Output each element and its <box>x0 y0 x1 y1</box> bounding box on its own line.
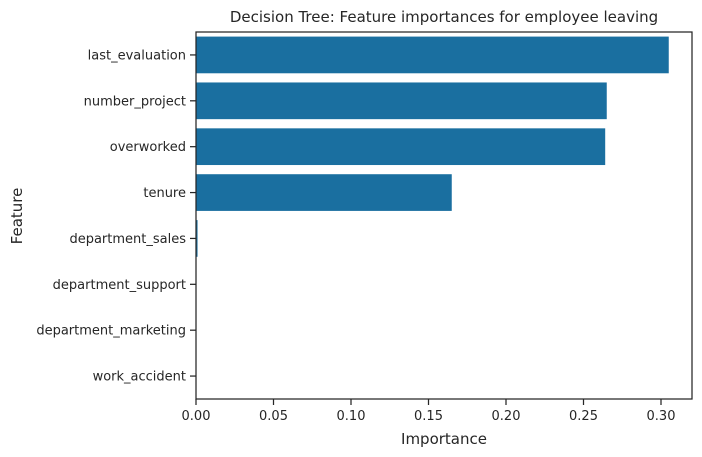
y-tick-label: last_evaluation <box>88 48 186 63</box>
y-tick-label: work_accident <box>93 370 186 385</box>
y-tick-label: overworked <box>110 140 186 155</box>
bar-overworked <box>196 128 606 166</box>
x-tick-label: 0.00 <box>182 409 211 424</box>
y-axis-title: Feature <box>8 188 26 245</box>
x-ticks-group: 0.00 0.05 0.10 0.15 0.20 0.25 0.30 <box>182 399 676 424</box>
plot-frame <box>195 31 693 400</box>
y-tick-label: department_sales <box>69 232 186 247</box>
bar-number_project <box>196 82 607 120</box>
y-tick-label: department_support <box>53 278 186 293</box>
x-tick-label: 0.20 <box>492 409 521 424</box>
y-tick-label: number_project <box>84 94 186 109</box>
x-tick-label: 0.05 <box>259 409 288 424</box>
x-tick-label: 0.30 <box>647 409 676 424</box>
chart-title: Decision Tree: Feature importances for e… <box>230 8 658 26</box>
bar-tenure <box>196 174 452 211</box>
x-tick-label: 0.10 <box>337 409 366 424</box>
bar-last_evaluation <box>196 36 669 74</box>
y-tick-label: department_marketing <box>36 324 186 339</box>
x-axis-title: Importance <box>401 430 487 448</box>
y-ticks-group: last_evaluation number_project overworked t… <box>36 48 196 385</box>
bar-department_sales <box>196 220 198 257</box>
x-tick-label: 0.15 <box>414 409 443 424</box>
x-tick-label: 0.25 <box>569 409 598 424</box>
y-tick-label: tenure <box>143 186 186 201</box>
bars-group <box>196 36 669 257</box>
